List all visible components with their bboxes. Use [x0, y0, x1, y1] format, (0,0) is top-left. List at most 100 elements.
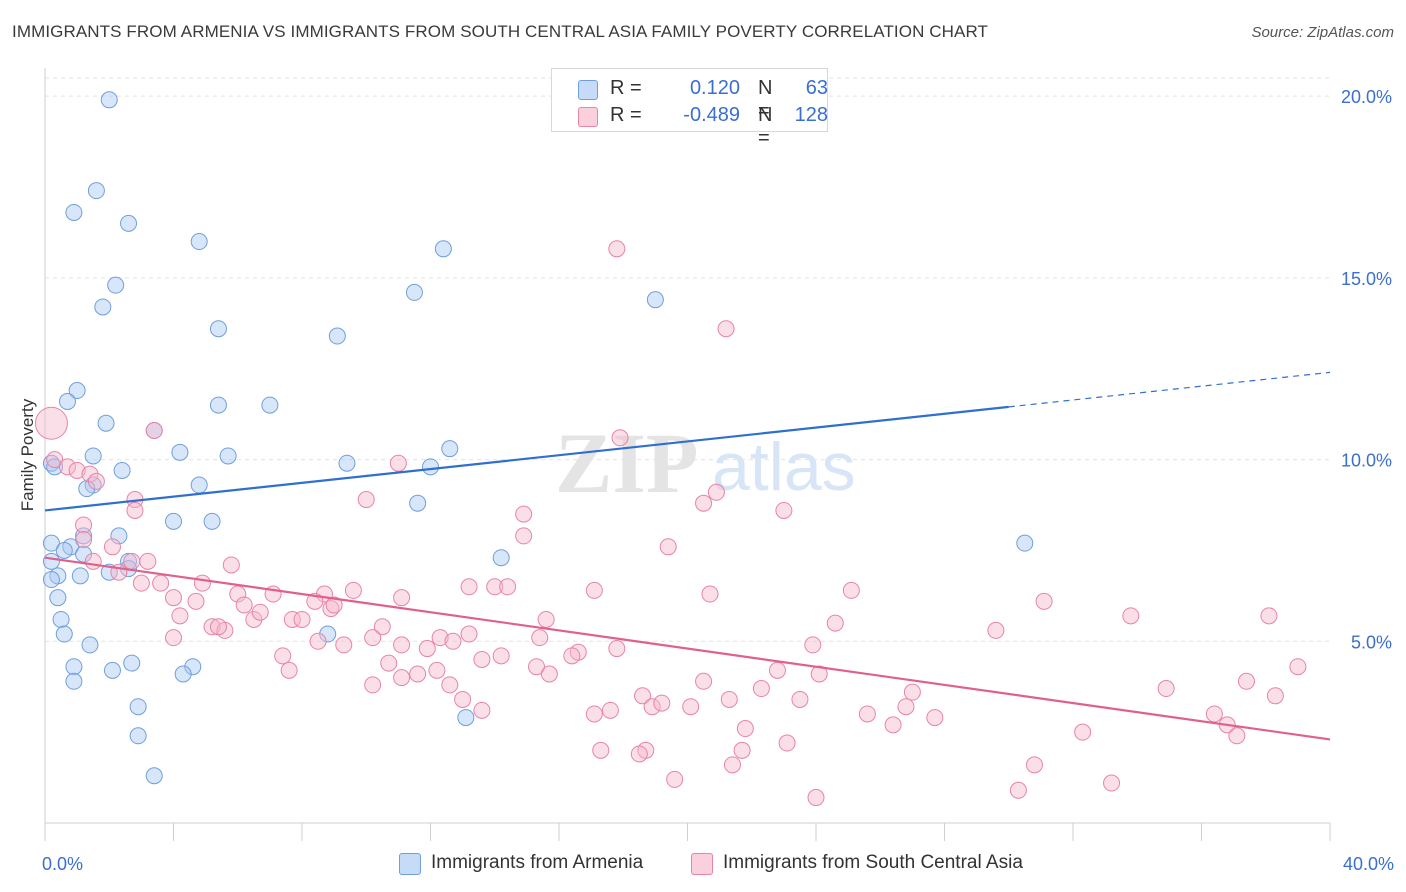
south-central-asia-point: [611, 429, 629, 447]
south-central-asia-point: [515, 527, 533, 545]
south-central-asia-point: [187, 592, 205, 610]
armenia-point: [184, 658, 202, 676]
legend-n-label: N =: [758, 104, 773, 149]
south-central-asia-point: [987, 621, 1005, 639]
south-central-asia-point: [653, 694, 671, 712]
south-central-asia-point: [46, 451, 64, 469]
armenia-point: [129, 698, 147, 716]
south-central-asia-point: [473, 650, 491, 668]
legend-r-value: 0.120: [689, 77, 740, 99]
south-central-asia-point: [492, 647, 510, 665]
armenia-point: [81, 636, 99, 654]
south-central-asia-point: [309, 632, 327, 650]
south-central-asia-point: [1205, 705, 1223, 723]
south-central-asia-point: [75, 516, 93, 534]
armenia-point: [171, 443, 189, 461]
armenia-point: [68, 382, 86, 400]
south-central-asia-point: [1074, 723, 1092, 741]
south-central-asia-point: [132, 574, 150, 592]
y-tick-label: 10.0%: [1341, 451, 1392, 471]
south-central-asia-point: [389, 454, 407, 472]
y-tick-label: 15.0%: [1341, 269, 1392, 289]
armenia-point: [55, 625, 73, 643]
armenia-point: [65, 203, 83, 221]
south-central-asia-point: [152, 574, 170, 592]
armenia-point: [58, 392, 76, 410]
south-central-asia-point: [245, 610, 263, 628]
south-central-asia-point: [222, 556, 240, 574]
armenia-point: [328, 327, 346, 345]
armenia-point: [129, 727, 147, 745]
armenia-point: [65, 672, 83, 690]
south-central-asia-point: [1035, 592, 1053, 610]
armenia-point: [120, 214, 138, 232]
south-central-asia-point: [280, 661, 298, 679]
south-central-asia-point: [75, 531, 93, 549]
watermark-atlas: atlas: [712, 429, 856, 505]
south-central-asia-point: [682, 698, 700, 716]
legend-n-value: 128: [794, 104, 828, 126]
south-central-asia-point: [707, 483, 725, 501]
south-central-asia-point: [1009, 781, 1027, 799]
axes: [44, 68, 1331, 841]
armenia-point: [441, 440, 459, 458]
armenia-point: [71, 567, 89, 585]
armenia-point: [492, 549, 510, 567]
armenia-point: [219, 447, 237, 465]
south-central-asia-point: [393, 636, 411, 654]
armenia-point: [209, 396, 227, 414]
south-central-asia-point: [515, 505, 533, 523]
armenia-trend-line: [44, 405, 1009, 512]
south-central-asia-point: [858, 705, 876, 723]
south-central-asia-point: [701, 585, 719, 603]
south-central-asia-point: [608, 640, 626, 658]
south-central-asia-point: [165, 629, 182, 647]
south-central-asia-point: [585, 581, 603, 599]
tick-labels: 5.0% 10.0% 15.0% 20.0% 0.0% 40.0%: [42, 87, 1394, 874]
armenia-point: [42, 552, 60, 570]
south-central-asia-point: [335, 636, 353, 654]
south-central-asia-point: [608, 240, 626, 258]
armenia-point: [261, 396, 279, 414]
y-axis-label: Family Poverty: [18, 398, 37, 512]
south-central-asia-point: [1025, 756, 1043, 774]
south-central-asia-point: [695, 494, 713, 512]
armenia-point: [65, 658, 83, 676]
south-central-asia-point: [428, 661, 446, 679]
south-central-asia-point: [123, 552, 141, 570]
south-central-asia-point: [1237, 672, 1255, 690]
south-central-asia-point: [659, 538, 677, 556]
south-central-asia-point: [364, 676, 382, 694]
south-central-asia-point: [537, 610, 555, 628]
south-central-asia-point: [325, 596, 343, 614]
south-central-asia-point: [283, 610, 301, 628]
south-central-asia-point: [826, 614, 844, 632]
south-central-asia-point: [58, 458, 76, 476]
south-central-asia-point: [81, 465, 99, 483]
south-central-asia-point: [1157, 680, 1175, 698]
south-central-asia-point: [87, 472, 105, 490]
armenia-point: [113, 461, 131, 479]
south-central-asia-point: [235, 596, 253, 614]
armenia-point: [319, 625, 337, 643]
south-central-asia-point: [601, 701, 619, 719]
south-central-asia-point: [842, 581, 860, 599]
south-central-asia-point: [528, 658, 546, 676]
south-central-asia-point: [1266, 687, 1284, 705]
watermark-zip: ZIP: [555, 415, 698, 511]
armenia-point: [145, 767, 163, 785]
south-central-asia-point: [666, 770, 684, 788]
armenia-point: [87, 182, 105, 200]
bottom-legend-swatch-south-central-asia: [691, 853, 713, 875]
south-central-asia-point: [723, 756, 741, 774]
south-central-asia-point: [380, 654, 398, 672]
south-central-asia-point: [251, 603, 269, 621]
data-points: [34, 91, 1307, 807]
chart-title: IMMIGRANTS FROM ARMENIA VS IMMIGRANTS FR…: [12, 22, 989, 41]
south-central-asia-point: [634, 687, 652, 705]
legend-n-label: N =: [758, 77, 773, 122]
armenia-point: [42, 534, 60, 552]
armenia-point: [97, 414, 115, 432]
south-central-asia-point: [804, 636, 822, 654]
south-central-asia-point: [373, 618, 391, 636]
